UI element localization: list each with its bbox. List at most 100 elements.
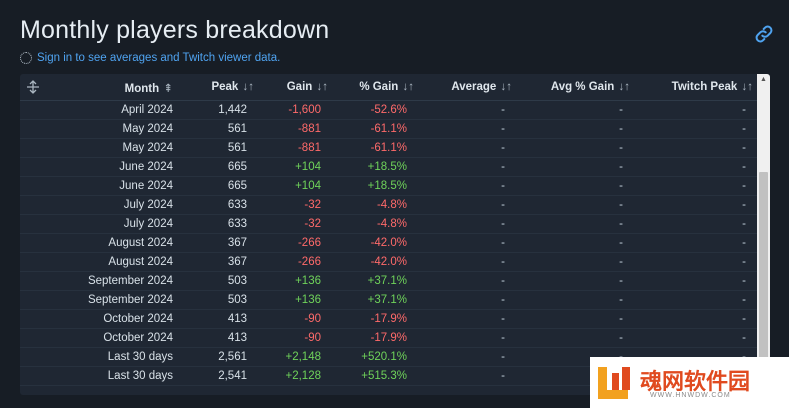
cell-average: - [501, 237, 505, 249]
cell-pct-gain: -4.8% [376, 218, 407, 230]
cell-pct-gain: -52.6% [370, 104, 407, 116]
cell-avg-pct-gain: - [619, 142, 623, 154]
table-body: April 2024 1,442 -1,600 -52.6% - - - May 2024 56… [20, 101, 757, 386]
cell-gain: -90 [304, 332, 321, 344]
cell-twitch-peak: - [742, 332, 746, 344]
cell-pct-gain: -61.1% [370, 142, 407, 154]
cell-peak: 2,561 [218, 351, 247, 363]
scrollbar[interactable]: ▲ ▼ [757, 74, 770, 395]
cell-avg-pct-gain: - [619, 199, 623, 211]
signin-link[interactable]: Sign in to see averages and Twitch viewe… [37, 52, 281, 64]
table-row: April 2024 1,442 -1,600 -52.6% - - - [20, 101, 757, 120]
sort-icon: ↓↑ [316, 81, 329, 93]
table-row: August 2024 367 -266 -42.0% - - - [20, 234, 757, 253]
table-row: August 2024 367 -266 -42.0% - - - [20, 253, 757, 272]
column-header-pct-gain[interactable]: % Gain ↓↑ [359, 81, 414, 93]
cell-peak: 2,541 [218, 370, 247, 382]
cell-avg-pct-gain: - [619, 237, 623, 249]
cell-gain: +104 [295, 180, 321, 192]
cell-gain: -32 [304, 199, 321, 211]
scroll-up-icon[interactable]: ▲ [760, 76, 767, 83]
watermark-text: 魂网软件园 [640, 369, 751, 395]
resize-icon[interactable] [26, 80, 40, 94]
cell-pct-gain: +37.1% [367, 275, 407, 287]
column-header-average[interactable]: Average ↓↑ [451, 81, 512, 93]
cell-twitch-peak: - [742, 180, 746, 192]
cell-peak: 367 [227, 256, 247, 268]
cell-month: October 2024 [103, 332, 173, 344]
table-row: October 2024 413 -90 -17.9% - - - [20, 329, 757, 348]
column-header-twitch-peak[interactable]: Twitch Peak ↓↑ [671, 81, 754, 93]
cell-average: - [501, 332, 505, 344]
table-row: July 2024 633 -32 -4.8% - - - [20, 196, 757, 215]
table-row: September 2024 503 +136 +37.1% - - - [20, 272, 757, 291]
cell-avg-pct-gain: - [619, 313, 623, 325]
cell-avg-pct-gain: - [619, 294, 623, 306]
sort-asc-icon: ⇞ [163, 83, 173, 95]
cell-pct-gain: +515.3% [361, 370, 407, 382]
cell-pct-gain: +37.1% [367, 294, 407, 306]
column-header-month[interactable]: Month ⇞ [124, 83, 173, 95]
column-header-peak[interactable]: Peak ↓↑ [211, 81, 254, 93]
cell-pct-gain: -17.9% [370, 313, 407, 325]
cell-pct-gain: +520.1% [361, 351, 407, 363]
cell-twitch-peak: - [742, 161, 746, 173]
sort-icon: ↓↑ [618, 81, 631, 93]
cell-pct-gain: -4.8% [376, 199, 407, 211]
cell-peak: 1,442 [218, 104, 247, 116]
cell-gain: -881 [297, 142, 321, 154]
cell-gain: +104 [295, 161, 321, 173]
cell-avg-pct-gain: - [619, 104, 623, 116]
cell-avg-pct-gain: - [619, 275, 623, 287]
cell-month: August 2024 [108, 256, 173, 268]
column-header-avg-pct-gain[interactable]: Avg % Gain ↓↑ [550, 81, 631, 93]
watermark-subtext: WWW.HNWDW.COM [650, 392, 731, 399]
cell-month: Last 30 days [107, 370, 173, 382]
cell-month: May 2024 [122, 142, 173, 154]
cell-pct-gain: -61.1% [370, 123, 407, 135]
cell-twitch-peak: - [742, 294, 746, 306]
cell-peak: 561 [227, 123, 247, 135]
cell-month: April 2024 [121, 104, 173, 116]
cell-month: September 2024 [87, 294, 173, 306]
cell-peak: 413 [227, 332, 247, 344]
cell-twitch-peak: - [742, 256, 746, 268]
cell-avg-pct-gain: - [619, 180, 623, 192]
cell-peak: 503 [227, 294, 247, 306]
cell-twitch-peak: - [742, 237, 746, 249]
link-icon[interactable] [754, 24, 774, 44]
cell-pct-gain: +18.5% [367, 161, 407, 173]
cell-average: - [501, 370, 505, 382]
cell-peak: 633 [227, 218, 247, 230]
column-header-gain[interactable]: Gain ↓↑ [286, 81, 329, 93]
cell-twitch-peak: - [742, 123, 746, 135]
cell-average: - [501, 256, 505, 268]
signin-notice: Sign in to see averages and Twitch viewe… [20, 51, 280, 65]
cell-month: May 2024 [122, 123, 173, 135]
spinner-icon [20, 52, 32, 64]
page-title: Monthly players breakdown [20, 16, 330, 44]
cell-avg-pct-gain: - [619, 218, 623, 230]
breakdown-table: Month ⇞ Peak ↓↑ Gain ↓↑ % Gain ↓↑ Averag… [20, 74, 770, 395]
cell-peak: 367 [227, 237, 247, 249]
sort-icon: ↓↑ [741, 81, 754, 93]
table-row: June 2024 665 +104 +18.5% - - - [20, 177, 757, 196]
sort-icon: ↓↑ [500, 81, 513, 93]
table-row: June 2024 665 +104 +18.5% - - - [20, 158, 757, 177]
cell-average: - [501, 161, 505, 173]
sort-icon: ↓↑ [242, 81, 255, 93]
cell-peak: 413 [227, 313, 247, 325]
scrollbar-thumb[interactable] [759, 172, 768, 381]
cell-twitch-peak: - [742, 142, 746, 154]
table-row: May 2024 561 -881 -61.1% - - - [20, 120, 757, 139]
cell-month: October 2024 [103, 313, 173, 325]
table-header: Month ⇞ Peak ↓↑ Gain ↓↑ % Gain ↓↑ Averag… [20, 74, 757, 101]
cell-gain: -266 [297, 237, 321, 249]
table-row: October 2024 413 -90 -17.9% - - - [20, 310, 757, 329]
cell-average: - [501, 104, 505, 116]
cell-average: - [501, 142, 505, 154]
watermark: 魂网软件园 [590, 357, 789, 408]
cell-average: - [501, 218, 505, 230]
